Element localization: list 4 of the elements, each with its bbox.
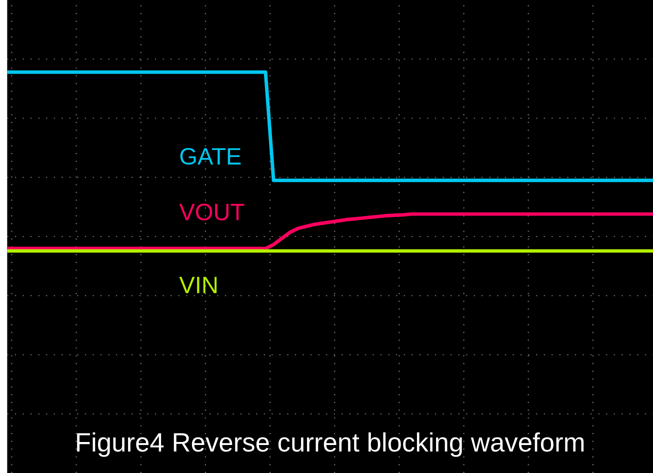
series-label: GATE: [180, 148, 241, 165]
series-label: VIN: [179, 276, 217, 294]
text: Figure4 Reverse current blocking waveform: [77, 432, 584, 457]
series-label: VOUT: [179, 204, 244, 220]
